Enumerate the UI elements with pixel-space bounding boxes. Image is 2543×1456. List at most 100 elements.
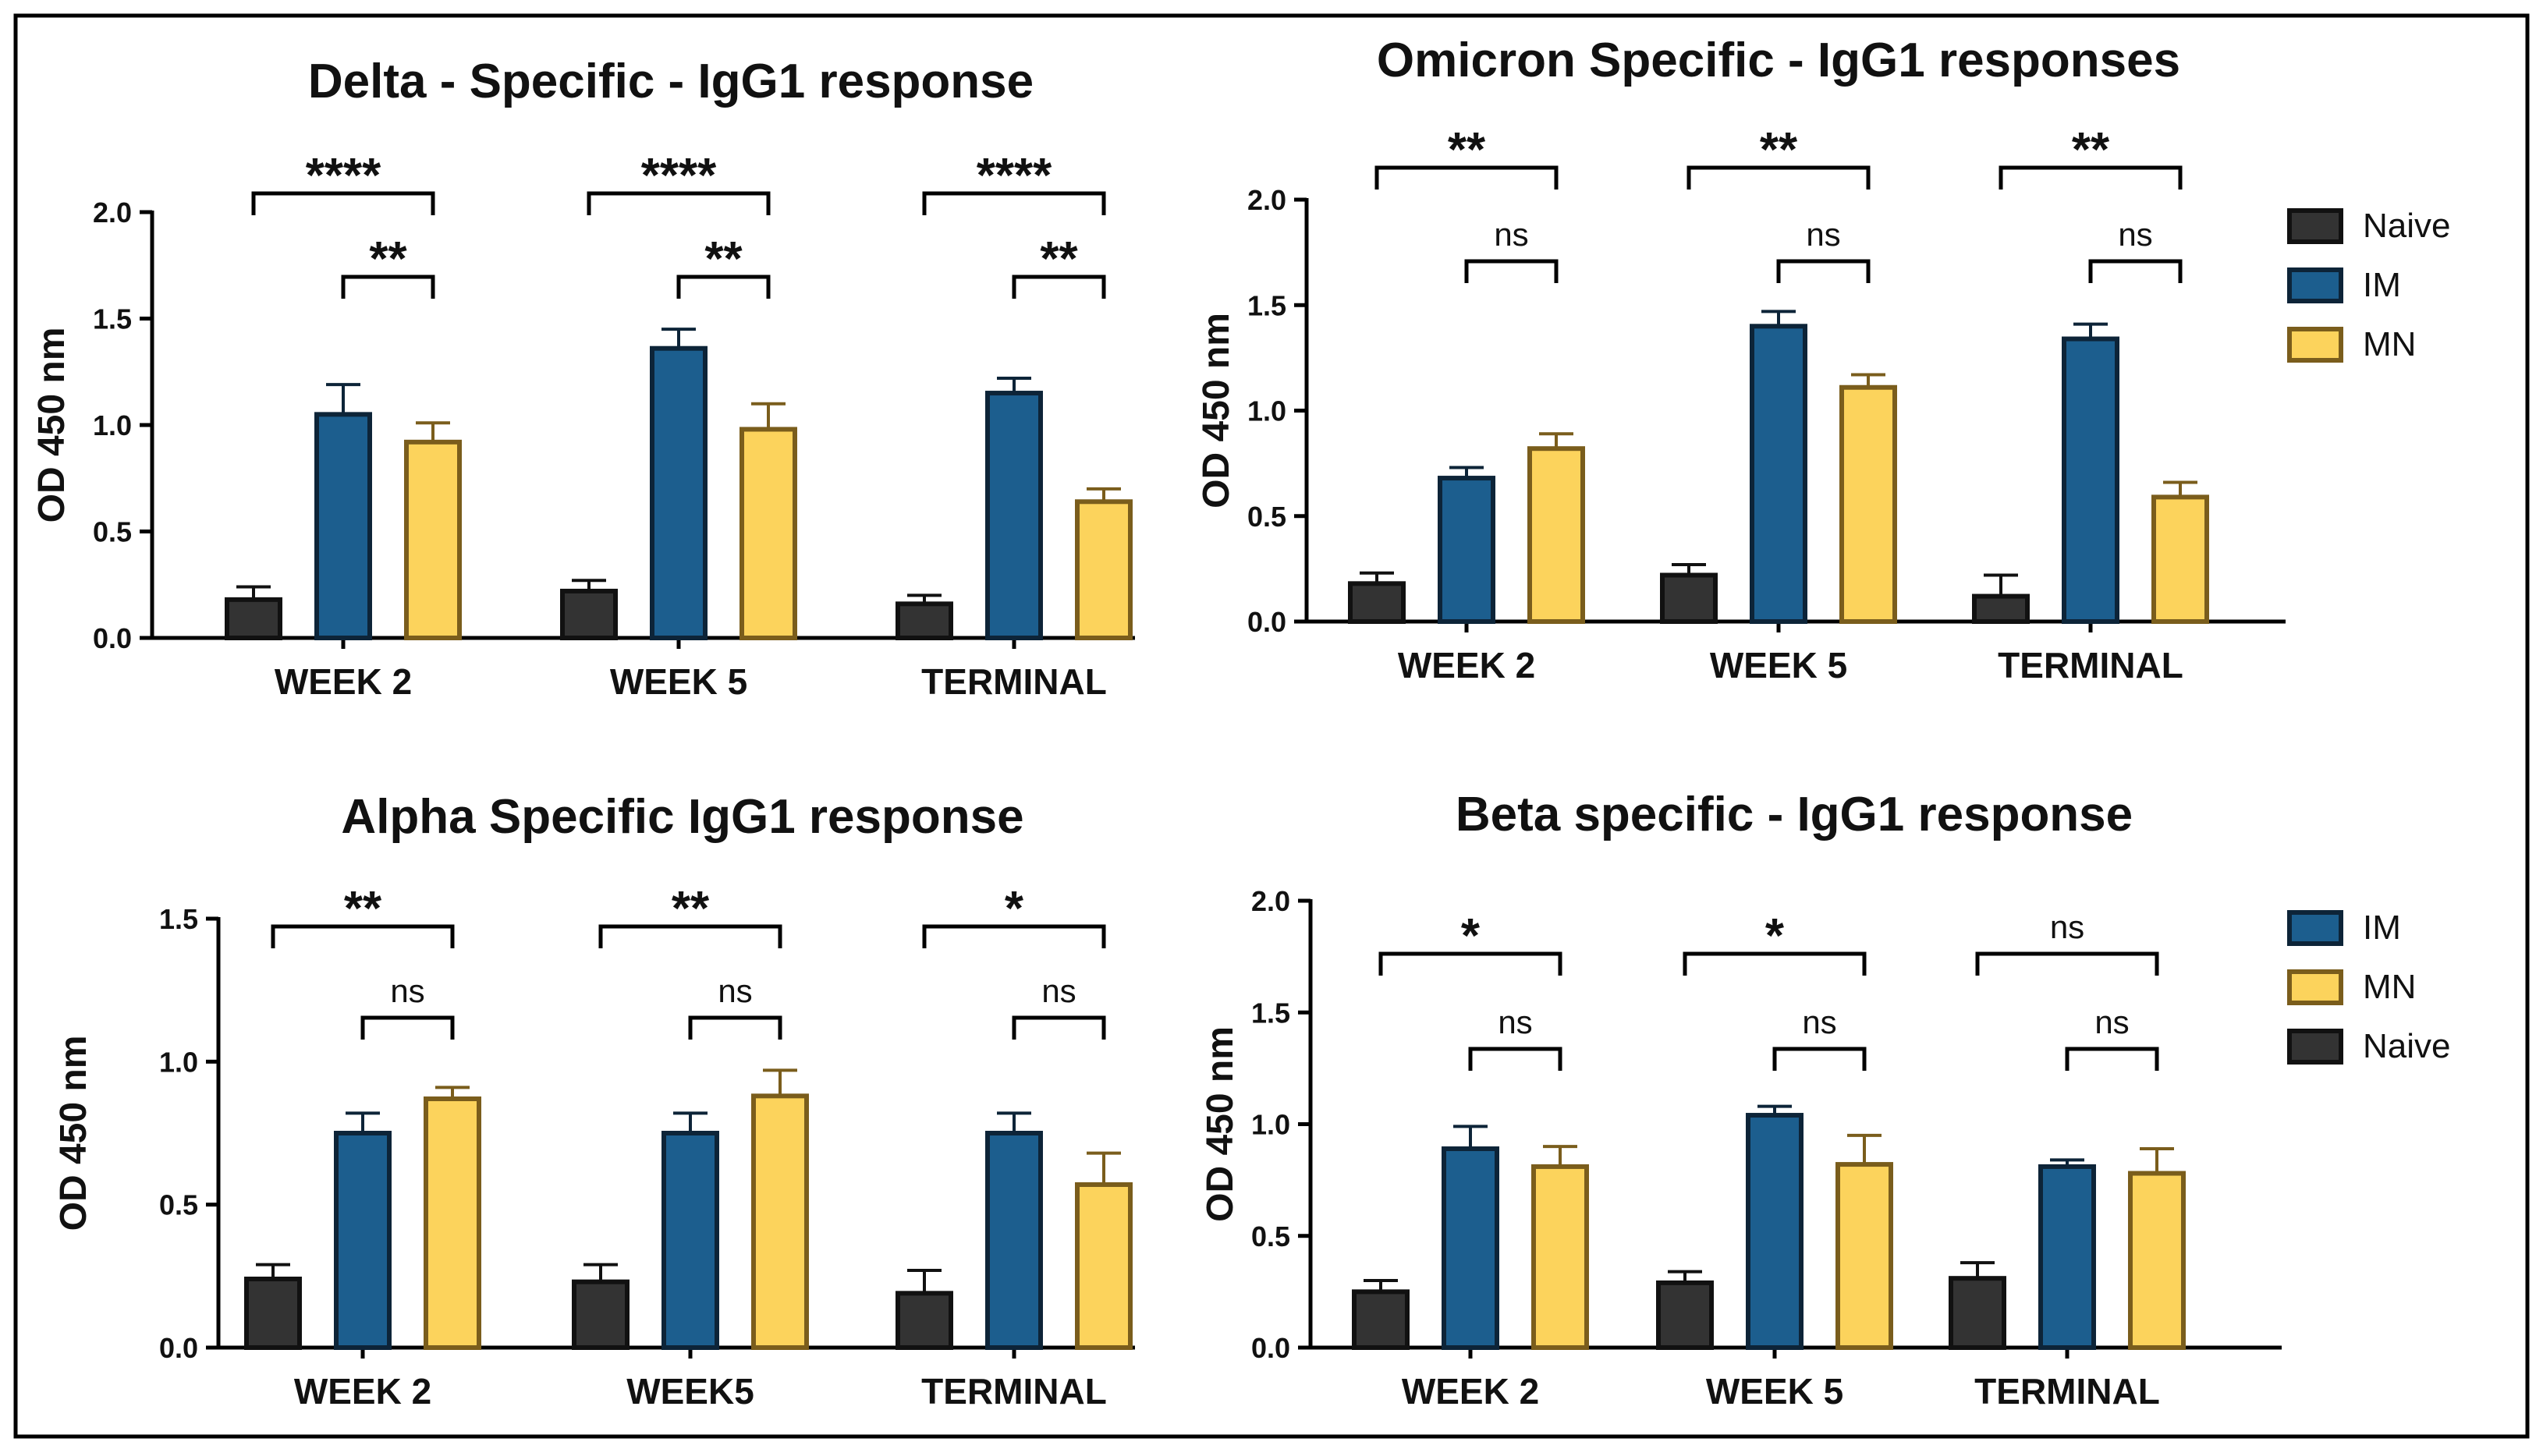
bar-im xyxy=(2038,1164,2096,1351)
bar-mn xyxy=(404,439,462,641)
bar-naive xyxy=(1949,1276,2006,1351)
bar-naive xyxy=(1972,593,2030,624)
y-tick-label: 1.5 xyxy=(1247,289,1286,321)
bar-mn xyxy=(2151,494,2209,625)
chart-legend: IM MN Naive xyxy=(2287,909,2451,1065)
bar-mn xyxy=(424,1096,481,1350)
bar-im xyxy=(334,1131,392,1350)
y-tick-label: 0.0 xyxy=(159,1332,198,1364)
y-tick-label: 1.0 xyxy=(93,409,132,441)
bar-mn xyxy=(2128,1171,2186,1351)
chart-title: Omicron Specific - IgG1 responses xyxy=(1377,34,2180,87)
bar-mn xyxy=(739,427,797,641)
legend-swatch-im xyxy=(2287,267,2343,303)
significance-bracket xyxy=(341,275,435,299)
bar-im xyxy=(314,412,372,640)
bar-mn xyxy=(751,1093,809,1351)
bar-im xyxy=(1750,324,1807,624)
significance-star-label: ** xyxy=(369,232,407,286)
significance-star-label: ** xyxy=(344,882,382,936)
y-tick-label: 2.0 xyxy=(93,197,132,228)
significance-bracket xyxy=(922,924,1106,948)
y-axis-label: OD 450 nm xyxy=(31,328,73,523)
significance-bracket xyxy=(1378,951,1562,976)
significance-ns-label: ns xyxy=(390,972,424,1009)
bar-naive xyxy=(560,588,618,641)
bar-im xyxy=(985,391,1043,640)
y-axis-label: OD 450 nm xyxy=(1196,313,1237,508)
bar-naive xyxy=(896,1291,953,1351)
legend-swatch-mn xyxy=(2287,327,2343,363)
legend-label-mn: MN xyxy=(2363,968,2416,1006)
panels: Delta - Specific - IgG1 response OD 450 n… xyxy=(31,34,2451,1412)
significance-bracket xyxy=(1468,1047,1562,1071)
legend-swatch-im xyxy=(2287,910,2343,946)
y-tick-label: 1.0 xyxy=(1251,1109,1290,1141)
bar-mn xyxy=(1531,1164,1589,1351)
significance-ns-label: ns xyxy=(1494,216,1528,253)
significance-bracket xyxy=(1374,165,1559,190)
bar-naive xyxy=(896,601,953,641)
y-tick-label: 1.0 xyxy=(1247,395,1286,427)
bar-naive xyxy=(1660,572,1718,624)
bar-naive xyxy=(225,597,282,640)
x-category-label: WEEK 2 xyxy=(1402,1371,1539,1412)
bar-mn xyxy=(1839,384,1897,624)
significance-ns-label: ns xyxy=(718,972,752,1009)
y-tick-label: 1.0 xyxy=(159,1046,198,1078)
bar-naive xyxy=(1352,1289,1410,1350)
x-category-label: WEEK 5 xyxy=(1706,1371,1843,1412)
x-category-label: WEEK 2 xyxy=(275,661,412,702)
significance-star-label: * xyxy=(1765,909,1785,963)
chart-panel-4: Beta specific - IgG1 response OD 450 nm 0.… xyxy=(1200,788,2451,1412)
significance-bracket xyxy=(2088,259,2183,283)
bar-im xyxy=(1442,1146,1499,1351)
significance-bracket xyxy=(1683,951,1867,976)
bar-im xyxy=(985,1131,1043,1350)
significance-bracket xyxy=(1975,951,2159,976)
y-tick-label: 0.0 xyxy=(1247,606,1286,638)
significance-star-label: **** xyxy=(641,149,717,203)
y-tick-label: 1.5 xyxy=(1251,997,1290,1029)
significance-star-label: ** xyxy=(672,882,710,936)
legend-swatch-naive xyxy=(2287,1029,2343,1065)
bar-mn xyxy=(1075,499,1133,641)
legend-label-im: IM xyxy=(2363,266,2401,304)
x-category-label: TERMINAL xyxy=(921,661,1107,702)
legend-label-naive: Naive xyxy=(2363,207,2451,245)
x-category-label: TERMINAL xyxy=(921,1371,1107,1412)
bar-naive xyxy=(572,1279,630,1350)
bar-naive xyxy=(1656,1280,1714,1351)
y-tick-label: 0.0 xyxy=(1251,1332,1290,1364)
significance-bracket xyxy=(1772,1047,1867,1071)
chart-title: Beta specific - IgG1 response xyxy=(1456,788,2133,841)
chart-panel-1: Delta - Specific - IgG1 response OD 450 n… xyxy=(31,55,1135,702)
significance-star-label: **** xyxy=(977,149,1052,203)
y-tick-label: 0.5 xyxy=(1251,1220,1290,1252)
significance-bracket xyxy=(1686,165,1871,190)
significance-star-label: ** xyxy=(704,232,743,286)
y-tick-label: 0.5 xyxy=(159,1189,198,1221)
bar-im xyxy=(661,1131,719,1350)
significance-ns-label: ns xyxy=(1802,1004,1836,1040)
legend-swatch-mn xyxy=(2287,969,2343,1005)
significance-bracket xyxy=(598,924,782,948)
significance-bracket xyxy=(1012,275,1106,299)
significance-bracket xyxy=(251,191,435,215)
legend-label-naive: Naive xyxy=(2363,1027,2451,1065)
significance-bracket xyxy=(2065,1047,2159,1071)
significance-ns-label: ns xyxy=(1041,972,1076,1009)
x-category-label: WEEK5 xyxy=(626,1371,754,1412)
chart-title: Delta - Specific - IgG1 response xyxy=(308,55,1034,108)
bar-im xyxy=(2062,336,2119,624)
significance-star-label: * xyxy=(1461,909,1481,963)
chart-legend: Naive IM MN xyxy=(2287,207,2451,363)
bar-im xyxy=(650,345,708,640)
significance-bracket xyxy=(271,924,455,948)
chart-title: Alpha Specific IgG1 response xyxy=(341,790,1023,844)
bar-naive xyxy=(244,1277,302,1350)
y-tick-label: 0.0 xyxy=(93,622,132,654)
y-tick-label: 0.5 xyxy=(1247,501,1286,533)
significance-bracket xyxy=(360,1015,455,1040)
significance-bracket xyxy=(1464,259,1559,283)
